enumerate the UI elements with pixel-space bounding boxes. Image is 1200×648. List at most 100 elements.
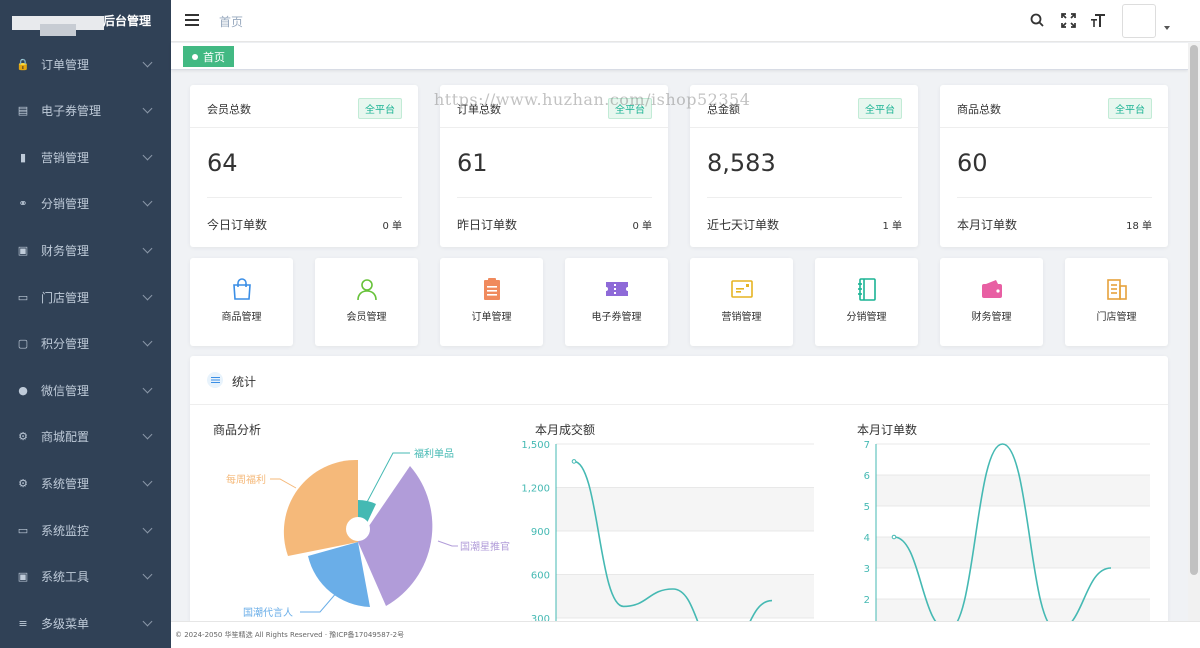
chart-title-monthly-orders: 本月订单数: [857, 423, 918, 437]
chevron-down-icon: [142, 57, 153, 67]
status-badge: 全平台: [858, 98, 902, 119]
divider: [707, 197, 902, 198]
y-tick-label: 600: [531, 571, 550, 582]
font-size-icon[interactable]: [1090, 12, 1106, 28]
statistics-title: 统计: [232, 375, 257, 389]
stat-card: 订单总数 全平台 61 昨日订单数 0 单: [440, 85, 668, 247]
chevron-down-icon: [142, 290, 153, 300]
shortcut-card[interactable]: 营销管理: [690, 258, 793, 346]
pie-slice-meizhou-fuli: [283, 459, 358, 556]
divider: [190, 127, 418, 128]
y-tick-label: 300: [531, 614, 550, 622]
sidebar-item-9[interactable]: ⚙ 系统管理: [0, 463, 171, 503]
app-title: 后台管理: [103, 14, 152, 28]
shortcut-label: 会员管理: [346, 312, 387, 323]
caret-down-icon[interactable]: [1164, 26, 1170, 30]
product-analysis-chart: 福利单品 国潮星推官 国潮代言人 每周福利: [226, 447, 510, 619]
chevron-down-icon: [142, 150, 153, 161]
chevron-down-icon: [142, 336, 153, 347]
sidebar: 后台管理 🔒 订单管理 ▤ 电子券管理 ▮ 营销管理 ⚭ 分销管理 ▣ 财务管理 ▭ 门店管理 ▢ 积分管…: [0, 0, 171, 648]
sidebar-item-8[interactable]: ⚙ 商城配置: [0, 417, 171, 457]
shortcut-label: 电子券管理: [591, 312, 642, 323]
sidebar-item-6[interactable]: ▢ 积分管理: [0, 324, 171, 364]
sidebar-item-10[interactable]: ▭ 系统监控: [0, 510, 171, 550]
y-tick-label: 900: [531, 527, 550, 538]
notebook-icon: [857, 278, 876, 301]
stat-value: 60: [957, 149, 988, 177]
y-tick-label: 3: [864, 564, 870, 575]
sidebar-item-label: 分销管理: [41, 197, 90, 212]
sidebar-item-3[interactable]: ⚭ 分销管理: [0, 184, 171, 224]
chevron-down-icon: [142, 476, 153, 487]
sidebar-item-11[interactable]: ▣ 系统工具: [0, 557, 171, 597]
breadcrumb[interactable]: 首页: [219, 15, 244, 29]
shortcut-card[interactable]: 电子券管理: [565, 258, 668, 346]
stat-sub-value: 18 单: [1126, 221, 1152, 232]
y-tick-label: 7: [864, 440, 870, 451]
shortcut-label: 商品管理: [221, 312, 262, 323]
sidebar-item-2[interactable]: ▮ 营销管理: [0, 137, 171, 177]
pie-label-guochao-dairenren: 国潮代言人: [243, 606, 293, 619]
chevron-down-icon: [142, 523, 153, 533]
shortcut-card[interactable]: 订单管理: [440, 258, 543, 346]
stat-sub-value: 0 单: [382, 221, 402, 232]
stat-title: 订单总数: [457, 103, 501, 116]
sidebar-item-label: 系统管理: [41, 476, 90, 491]
sidebar-item-label: 订单管理: [41, 57, 90, 72]
search-icon[interactable]: [1029, 12, 1045, 28]
finance-icon: ▣: [17, 243, 29, 257]
chart-title-monthly-sales: 本月成交额: [535, 423, 596, 437]
stat-title: 商品总数: [957, 103, 1001, 116]
sidebar-item-12[interactable]: ≡ 多级菜单: [0, 603, 171, 643]
logo[interactable]: 后台管理: [0, 0, 171, 41]
logo-image: [12, 15, 104, 30]
footer: © 2024-2050 华笙精选 All Rights Reserved · 豫…: [171, 621, 1200, 648]
shortcut-card[interactable]: 商品管理: [190, 258, 293, 346]
toolbox-icon: ▣: [17, 570, 29, 584]
stat-card: 会员总数 全平台 64 今日订单数 0 单: [190, 85, 418, 247]
scrollbar-thumb[interactable]: [1190, 45, 1198, 575]
lock-icon: 🔒: [16, 57, 30, 71]
monitor-icon: ▭: [17, 523, 29, 537]
stat-sub-label: 本月订单数: [957, 218, 1018, 232]
tag-home[interactable]: 首页: [183, 46, 234, 67]
sidebar-item-7[interactable]: ● 微信管理: [0, 370, 171, 410]
status-badge: 全平台: [608, 98, 652, 119]
chart-title-product-analysis: 商品分析: [213, 423, 262, 437]
sidebar-item-1[interactable]: ▤ 电子券管理: [0, 91, 171, 131]
divider: [440, 127, 668, 128]
shortcut-card[interactable]: 门店管理: [1065, 258, 1168, 346]
hamburger-icon[interactable]: [185, 14, 199, 26]
chevron-down-icon: [142, 616, 153, 627]
pie-label-fuli-danpin: 福利单品: [414, 447, 454, 460]
shortcut-card[interactable]: 分销管理: [815, 258, 918, 346]
gear-icon: ⚙: [18, 430, 28, 444]
share-icon: ⚭: [18, 197, 28, 211]
sidebar-item-4[interactable]: ▣ 财务管理: [0, 230, 171, 270]
wallet-icon: [981, 280, 1002, 298]
shortcut-label: 门店管理: [1096, 312, 1137, 323]
shortcut-label: 营销管理: [721, 312, 762, 323]
chevron-down-icon: [142, 243, 153, 254]
stat-title: 会员总数: [207, 103, 251, 116]
building-icon: [1106, 279, 1127, 300]
chevron-down-icon: [142, 429, 153, 440]
pie-slice-guochao-dairenren: [308, 542, 370, 607]
avatar[interactable]: [1122, 4, 1156, 38]
vertical-scrollbar[interactable]: [1188, 43, 1200, 621]
shortcut-label: 订单管理: [471, 312, 512, 323]
divider: [207, 197, 402, 198]
sidebar-item-0[interactable]: 🔒 订单管理: [0, 44, 171, 84]
shortcut-card[interactable]: 会员管理: [315, 258, 418, 346]
stat-card: 总金额 全平台 8,583 近七天订单数 1 单: [690, 85, 918, 247]
shopping-bag-icon: [232, 278, 251, 300]
data-point: [891, 534, 897, 540]
y-tick-label: 6: [864, 471, 870, 482]
status-badge: 全平台: [1108, 98, 1152, 119]
sidebar-item-5[interactable]: ▭ 门店管理: [0, 277, 171, 317]
fullscreen-icon[interactable]: [1060, 12, 1076, 28]
sidebar-item-label: 积分管理: [41, 337, 90, 352]
y-tick-label: 4: [864, 533, 870, 544]
chevron-down-icon: [142, 196, 153, 207]
shortcut-card[interactable]: 财务管理: [940, 258, 1043, 346]
